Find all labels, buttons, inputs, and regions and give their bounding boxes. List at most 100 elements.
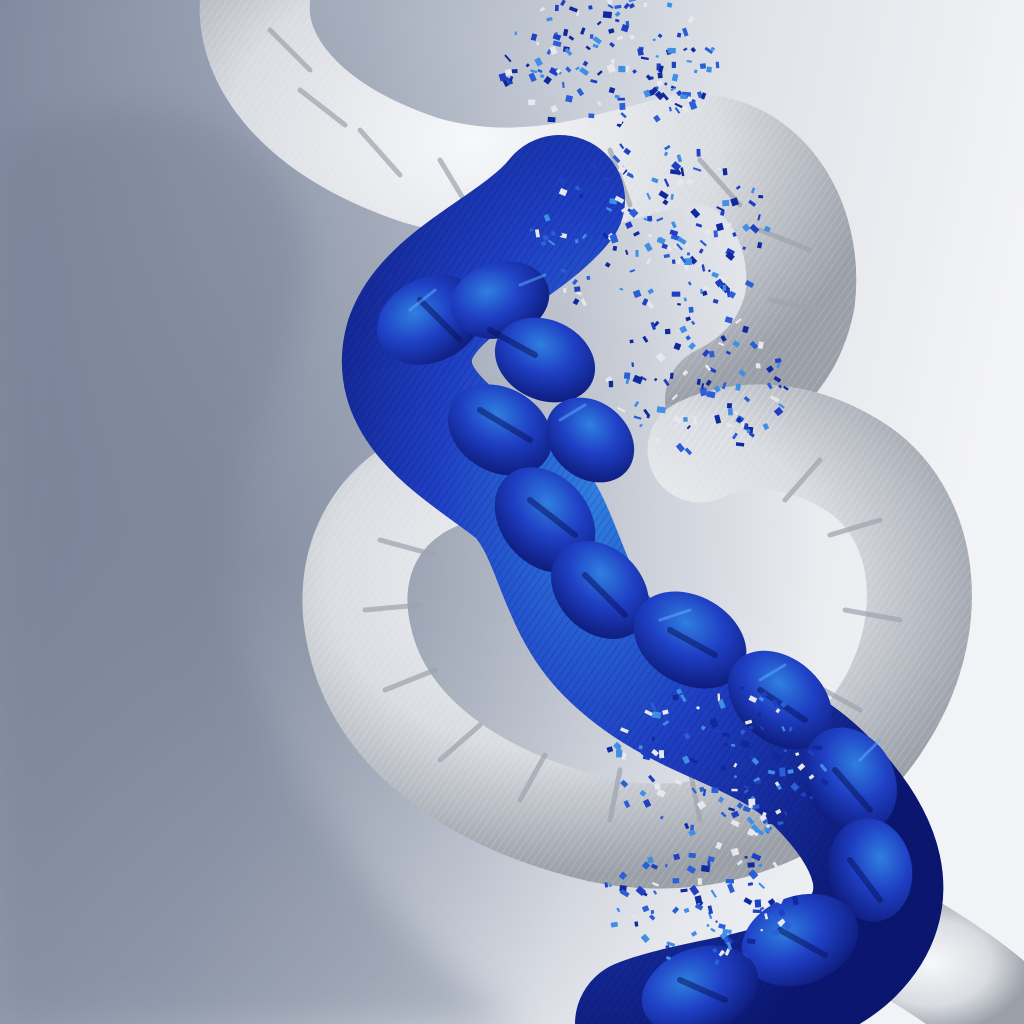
fleck xyxy=(723,742,728,747)
fleck xyxy=(691,787,697,794)
fleck xyxy=(704,364,712,372)
fleck xyxy=(658,190,669,200)
fleck xyxy=(641,905,650,913)
fleck xyxy=(606,0,613,5)
fleck xyxy=(530,69,538,74)
fleck xyxy=(700,725,706,731)
fleck xyxy=(638,744,644,750)
fleck xyxy=(757,829,765,836)
fleck xyxy=(612,245,618,251)
fleck xyxy=(686,252,690,256)
fleck xyxy=(748,431,755,438)
fleck xyxy=(690,47,697,53)
fleck xyxy=(730,743,736,747)
fleck xyxy=(731,432,738,440)
fleck xyxy=(712,947,718,953)
fleck xyxy=(744,279,755,289)
fleck xyxy=(749,223,760,234)
fleck xyxy=(543,213,551,222)
fleck xyxy=(686,59,692,63)
fleck xyxy=(624,249,629,255)
fleck xyxy=(633,401,640,408)
fleck xyxy=(696,800,707,810)
fleck xyxy=(647,233,652,238)
fleck xyxy=(725,879,734,884)
fleck xyxy=(514,31,517,36)
fleck xyxy=(650,86,659,95)
fleck xyxy=(655,352,666,363)
fleck xyxy=(767,898,776,906)
fleck xyxy=(758,863,763,868)
fleck xyxy=(684,447,693,456)
fleck xyxy=(735,383,742,391)
fleck xyxy=(695,223,703,228)
fleck xyxy=(572,298,580,306)
fleck xyxy=(665,864,668,868)
fleck xyxy=(740,739,751,749)
fleck xyxy=(504,54,512,63)
fleck xyxy=(586,275,591,280)
fleck xyxy=(769,751,781,762)
fleck xyxy=(720,210,725,216)
fleck xyxy=(758,696,765,702)
fleck xyxy=(631,362,635,367)
fleck xyxy=(674,102,683,109)
fleck xyxy=(747,862,755,868)
fleck xyxy=(592,230,598,237)
fleck xyxy=(724,316,733,324)
fleck xyxy=(623,800,631,809)
fleck xyxy=(509,75,514,82)
fleck xyxy=(690,824,694,831)
fleck xyxy=(693,69,698,74)
fleck xyxy=(664,328,671,335)
fleck xyxy=(606,213,611,219)
fleck xyxy=(744,719,753,725)
fleck xyxy=(585,221,591,228)
fleck xyxy=(568,35,575,41)
fleck xyxy=(614,4,622,10)
fleck xyxy=(747,882,754,887)
fleck xyxy=(540,240,547,247)
fleck xyxy=(632,915,637,919)
fleck xyxy=(655,208,658,212)
fleck xyxy=(754,702,760,709)
fleck xyxy=(610,59,615,64)
fleck xyxy=(671,73,679,82)
fleck xyxy=(635,885,647,897)
fleck xyxy=(669,372,674,379)
fleck xyxy=(744,855,748,859)
fleck xyxy=(644,709,654,717)
fleck xyxy=(733,762,738,768)
fleck xyxy=(552,33,562,41)
fleck xyxy=(688,342,696,350)
fleck xyxy=(601,232,609,240)
fleck xyxy=(710,889,717,898)
fleck xyxy=(564,47,573,57)
fleck xyxy=(555,68,562,74)
fleck xyxy=(757,214,761,221)
fleck xyxy=(699,239,707,247)
fleck xyxy=(609,41,615,48)
fleck xyxy=(732,232,737,238)
fleck xyxy=(588,5,593,10)
fleck xyxy=(580,298,587,307)
fleck xyxy=(683,417,688,422)
fleck xyxy=(548,66,560,77)
fleck xyxy=(668,106,672,112)
fleck xyxy=(652,38,657,42)
fleck xyxy=(547,239,556,246)
fleck xyxy=(680,94,688,99)
fleck xyxy=(546,16,553,22)
fleck xyxy=(579,193,584,199)
fleck xyxy=(726,403,733,409)
fleck xyxy=(556,175,568,186)
fleck xyxy=(675,442,686,453)
fleck xyxy=(672,878,680,884)
fleck xyxy=(715,728,720,733)
fleck xyxy=(710,46,716,51)
fleck xyxy=(651,748,660,757)
fleck xyxy=(580,27,586,35)
fleck xyxy=(701,264,706,272)
fleck xyxy=(700,92,707,100)
